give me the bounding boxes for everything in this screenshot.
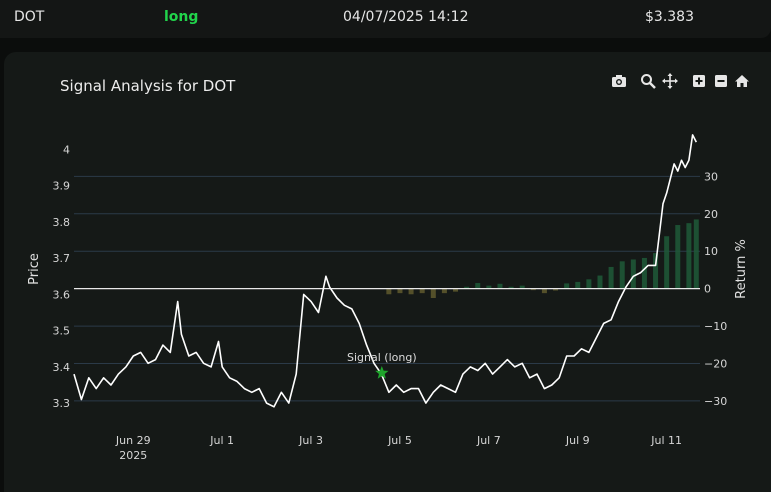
chart-toolbar — [4, 72, 771, 92]
return-bar — [475, 283, 481, 289]
return-bar — [497, 283, 503, 289]
x-tick-label: Jul 3 — [298, 434, 323, 447]
return-bar — [453, 288, 459, 292]
zoom-icon[interactable] — [639, 72, 657, 90]
y2-tick-label: −30 — [704, 395, 727, 408]
return-bar — [575, 281, 581, 289]
return-bar — [641, 257, 647, 289]
y-tick-label: 3.9 — [53, 180, 71, 193]
y-tick-label: 4 — [63, 143, 70, 156]
return-bar — [630, 259, 636, 289]
return-bar — [419, 288, 425, 294]
return-bar — [675, 225, 681, 289]
return-bar — [653, 253, 659, 289]
return-bar — [619, 261, 625, 289]
zoom-in-icon[interactable] — [690, 72, 708, 90]
x-tick-label: Jul 1 — [209, 434, 234, 447]
y2-tick-label: 20 — [704, 208, 718, 221]
y2-tick-label: −20 — [704, 357, 727, 370]
y-tick-label: 3.4 — [53, 361, 71, 374]
y2-tick-label: 30 — [704, 170, 718, 183]
return-bar — [686, 223, 692, 289]
return-bar — [597, 275, 603, 289]
return-bar — [553, 288, 559, 291]
x-tick-label: Jul 11 — [650, 434, 682, 447]
y-axis-title: Price — [27, 253, 42, 285]
return-bar — [486, 285, 492, 289]
y2-tick-label: 0 — [704, 283, 711, 296]
y-tick-label: 3.7 — [53, 252, 71, 265]
chart-card: −30 −20 −10 0 10 20 30 3.3 3.4 3.5 3.6 3.7 3.8 3.9 4 Ju… — [4, 52, 771, 492]
x-tick-label: Jul 5 — [387, 434, 412, 447]
signal-summary-row: DOT long 04/07/2025 14:12 $3.383 — [0, 0, 771, 38]
signal-datetime: 04/07/2025 14:12 — [343, 9, 469, 25]
y2-tick-label: 10 — [704, 245, 718, 258]
return-bar — [664, 236, 670, 289]
x-tick-label: Jul 7 — [476, 434, 501, 447]
return-bar — [508, 286, 514, 289]
return-bar — [430, 288, 436, 298]
return-bar — [408, 288, 414, 295]
symbol-label: DOT — [14, 9, 45, 25]
return-bar — [397, 288, 403, 294]
x-tick-label: Jul 9 — [565, 434, 590, 447]
return-bar — [541, 288, 547, 294]
zoom-out-icon[interactable] — [712, 72, 730, 90]
return-bar — [530, 288, 536, 291]
home-icon[interactable] — [733, 72, 751, 90]
return-bar — [519, 285, 525, 289]
signal-chart[interactable]: −30 −20 −10 0 10 20 30 3.3 3.4 3.5 3.6 3.7 3.8 3.9 4 Ju… — [4, 52, 771, 492]
return-bar — [608, 266, 614, 289]
direction-label: long — [164, 9, 199, 25]
y-tick-label: 3.3 — [53, 397, 71, 410]
y-tick-label: 3.5 — [53, 325, 71, 338]
chart-title: Signal Analysis for DOT — [60, 77, 236, 95]
y2-tick-label: −10 — [704, 320, 727, 333]
x-tick-label: Jun 29 — [115, 434, 151, 447]
camera-icon[interactable] — [610, 72, 628, 90]
return-bar — [441, 288, 447, 294]
signal-annotation: Signal (long) — [347, 351, 417, 364]
return-bar — [586, 279, 592, 289]
signal-star-marker — [375, 366, 389, 379]
return-bar — [464, 286, 470, 289]
y-tick-label: 3.8 — [53, 216, 71, 229]
return-bar — [386, 288, 392, 295]
y2-axis-title: Return % — [734, 239, 749, 299]
signal-price: $3.383 — [645, 9, 694, 25]
price-line — [73, 134, 698, 408]
y-tick-label: 3.6 — [53, 288, 71, 301]
return-bar — [564, 283, 570, 289]
return-bar — [693, 219, 699, 289]
pan-icon[interactable] — [661, 72, 679, 90]
x-tick-sublabel: 2025 — [119, 449, 147, 462]
